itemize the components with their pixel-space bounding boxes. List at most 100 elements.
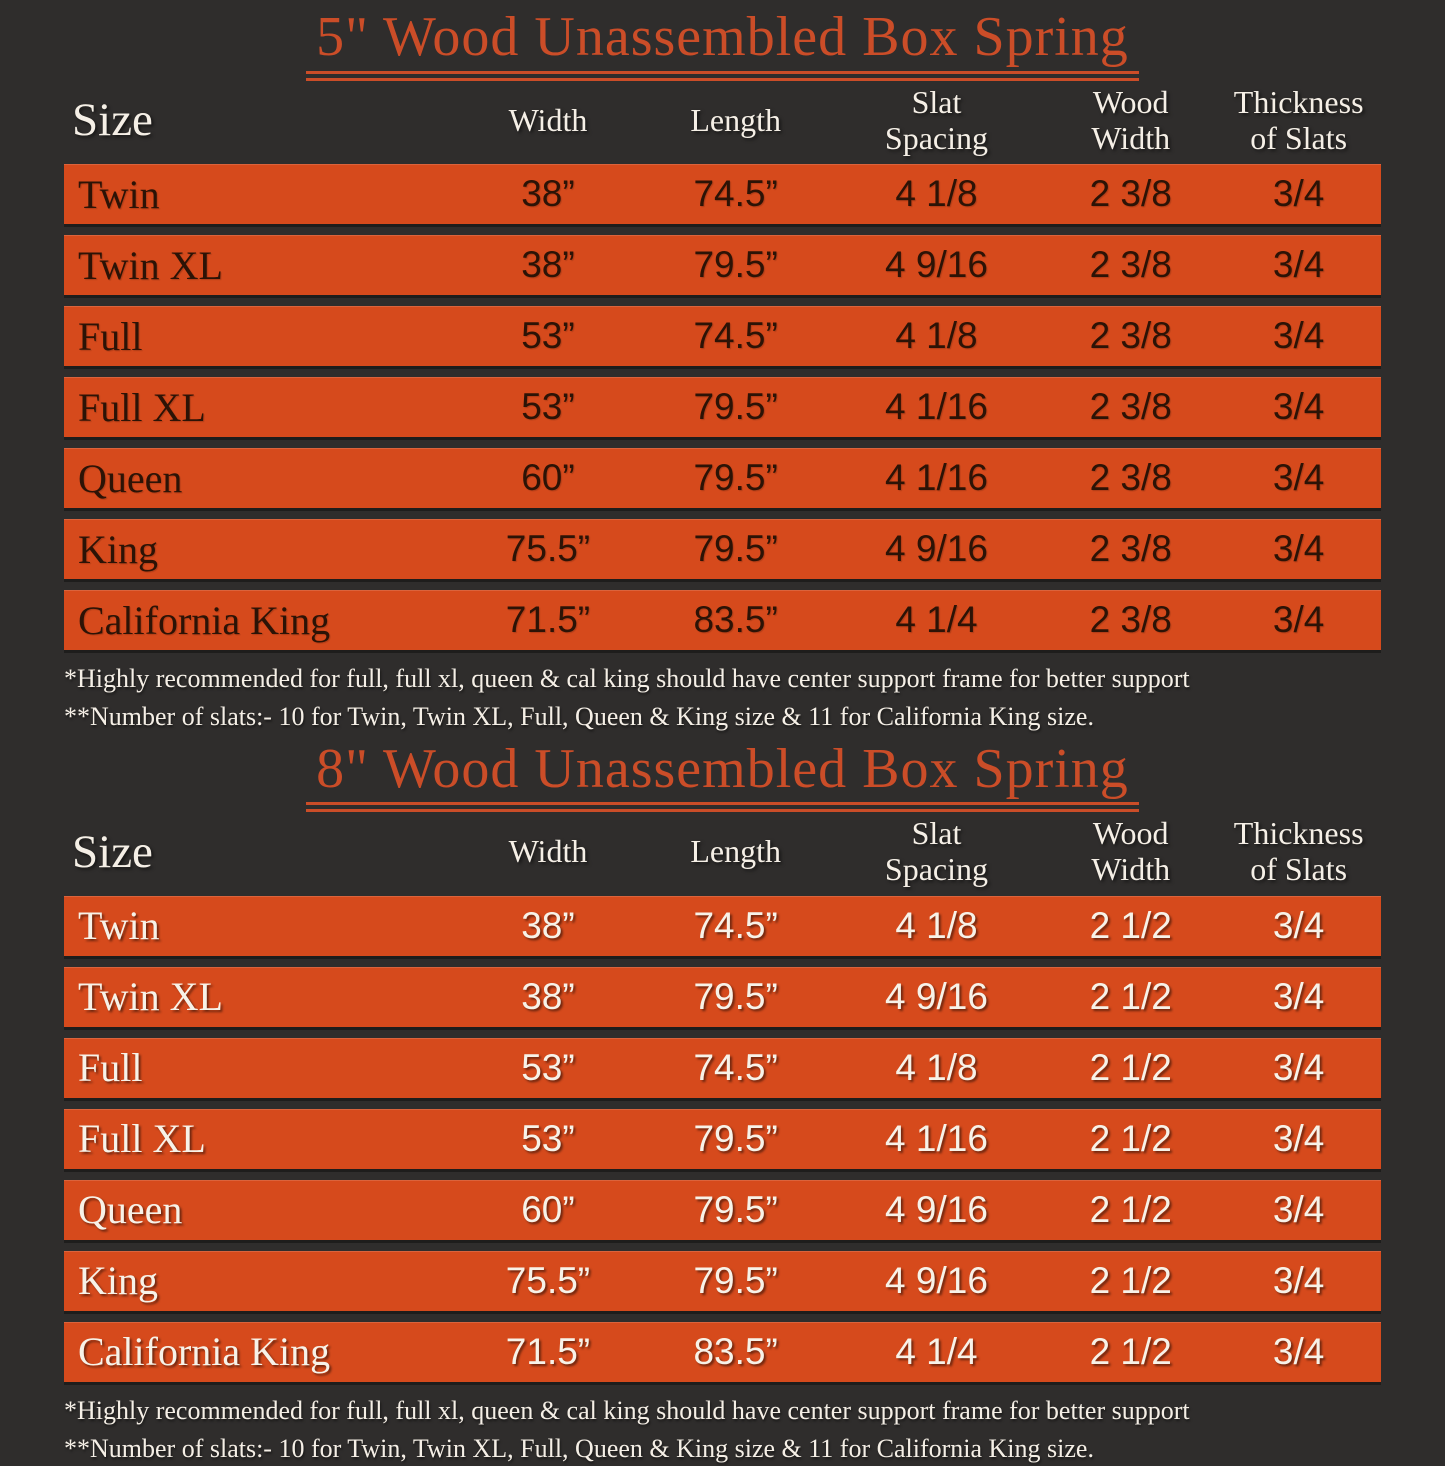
header-line: Size [72,94,153,147]
cell-thickness: 3/4 [1272,457,1325,499]
cell-width: 38” [521,173,575,215]
cell-size: California King [78,597,331,643]
cell-length: 74.5” [693,315,778,357]
cell-thickness: 3/4 [1272,1330,1325,1372]
table-row: Twin 38” 74.5” 4 1/8 2 3/8 3/4 [64,164,1381,225]
cell-size: Twin XL [78,974,223,1020]
cell-width: 75.5” [505,1259,591,1301]
table-section-8-inch: 8" Wood Unassembled Box Spring Size Widt… [64,738,1381,1466]
cell-thickness: 3/4 [1272,244,1325,286]
cell-size: Full [78,1045,143,1091]
cell-length: 74.5” [693,1046,778,1088]
header-line: Width [1091,851,1171,888]
cell-size: Twin XL [78,242,223,288]
header-line: Wood [1092,83,1169,120]
header-line: Slat [911,815,962,852]
cell-length: 79.5” [693,1259,778,1301]
table-row: King 75.5” 79.5” 4 9/16 2 3/8 3/4 [64,519,1381,580]
cell-slat-spacing: 4 1/16 [885,457,988,499]
cell-wood-width: 2 1/2 [1089,1259,1172,1301]
cell-slat-spacing: 4 1/8 [895,315,978,357]
cell-width: 75.5” [505,528,591,570]
table-rows-8-inch: Twin 38” 74.5” 4 1/8 2 1/2 3/4 Twin XL 38” 79.5”… [64,895,1381,1382]
cell-slat-spacing: 4 1/16 [885,1117,988,1159]
header-line: Wood [1092,815,1169,852]
column-header-thickness: Thickness of Slats [1216,83,1381,157]
cell-thickness: 3/4 [1272,904,1325,946]
cell-slat-spacing: 4 9/16 [885,975,988,1017]
footnote-slat-count: **Number of slats:- 10 for Twin, Twin XL… [64,1434,1094,1464]
cell-wood-width: 2 3/8 [1089,386,1172,428]
header-line: Size [72,825,153,878]
cell-width: 53” [521,1117,575,1159]
cell-thickness: 3/4 [1272,599,1325,641]
header-line: Width [508,833,588,870]
cell-length: 79.5” [693,244,778,286]
table-row: King 75.5” 79.5” 4 9/16 2 1/2 3/4 [64,1250,1381,1311]
cell-thickness: 3/4 [1272,528,1325,570]
cell-width: 38” [521,244,575,286]
cell-size: King [78,526,158,572]
cell-slat-spacing: 4 9/16 [885,1188,988,1230]
cell-thickness: 3/4 [1272,1046,1325,1088]
cell-size: Full XL [78,1116,206,1162]
column-header-row: Size Width Length Slat Spacing Wood Width … [64,83,1381,157]
header-line: Length [690,833,781,870]
header-line: of Slats [1250,119,1348,156]
header-line: Thickness [1233,83,1364,120]
cell-wood-width: 2 1/2 [1089,1188,1172,1230]
cell-wood-width: 2 1/2 [1089,975,1172,1017]
cell-wood-width: 2 1/2 [1089,904,1172,946]
footnote-center-support: *Highly recommended for full, full xl, q… [64,664,1190,694]
table-row: Twin 38” 74.5” 4 1/8 2 1/2 3/4 [64,895,1381,956]
table-row: Queen 60” 79.5” 4 1/16 2 3/8 3/4 [64,448,1381,509]
table-rows-5-inch: Twin 38” 74.5” 4 1/8 2 3/8 3/4 Twin XL 38” 79.5”… [64,164,1381,651]
cell-wood-width: 2 3/8 [1089,173,1172,215]
header-line: of Slats [1250,851,1348,888]
column-header-row: Size Width Length Slat Spacing Wood Width … [64,815,1381,888]
cell-width: 60” [521,457,575,499]
cell-size: California King [78,1329,331,1375]
cell-length: 79.5” [693,386,778,428]
column-header-size: Size [64,97,453,144]
table-row: Full 53” 74.5” 4 1/8 2 3/8 3/4 [64,306,1381,367]
header-line: Width [1091,119,1171,156]
cell-slat-spacing: 4 9/16 [885,244,988,286]
cell-width: 38” [521,975,575,1017]
cell-length: 83.5” [693,599,778,641]
header-line: Width [508,101,588,138]
cell-length: 79.5” [693,528,778,570]
cell-slat-spacing: 4 1/8 [895,904,978,946]
cell-slat-spacing: 4 1/8 [895,173,978,215]
table-row: California King 71.5” 83.5” 4 1/4 2 1/2 3/4 [64,1321,1381,1382]
table-row: Full 53” 74.5” 4 1/8 2 1/2 3/4 [64,1037,1381,1098]
cell-wood-width: 2 3/8 [1089,457,1172,499]
section-title-row: 8" Wood Unassembled Box Spring [64,738,1381,813]
cell-slat-spacing: 4 1/16 [885,386,988,428]
cell-wood-width: 2 1/2 [1089,1117,1172,1159]
cell-width: 71.5” [505,1330,591,1372]
cell-width: 71.5” [505,599,591,641]
footnotes-8-inch: *Highly recommended for full, full xl, q… [64,1393,1381,1466]
table-row: Full XL 53” 79.5” 4 1/16 2 1/2 3/4 [64,1108,1381,1169]
cell-slat-spacing: 4 9/16 [885,1259,988,1301]
cell-size: Queen [78,1187,183,1233]
cell-width: 60” [521,1188,575,1230]
header-line: Spacing [884,119,989,156]
cell-size: Twin [78,171,160,217]
cell-length: 79.5” [693,457,778,499]
table-row: Twin XL 38” 79.5” 4 9/16 2 3/8 3/4 [64,235,1381,296]
cell-thickness: 3/4 [1272,386,1325,428]
cell-thickness: 3/4 [1272,975,1325,1017]
cell-thickness: 3/4 [1272,1117,1325,1159]
footnotes-5-inch: *Highly recommended for full, full xl, q… [64,661,1381,734]
cell-length: 79.5” [693,1188,778,1230]
cell-slat-spacing: 4 9/16 [885,528,988,570]
cell-length: 79.5” [693,1117,778,1159]
cell-thickness: 3/4 [1272,173,1325,215]
column-header-wood-width: Wood Width [1045,83,1216,157]
cell-wood-width: 2 3/8 [1089,244,1172,286]
table-row: Twin XL 38” 79.5” 4 9/16 2 1/2 3/4 [64,966,1381,1027]
column-header-slat-spacing: Slat Spacing [828,815,1045,888]
